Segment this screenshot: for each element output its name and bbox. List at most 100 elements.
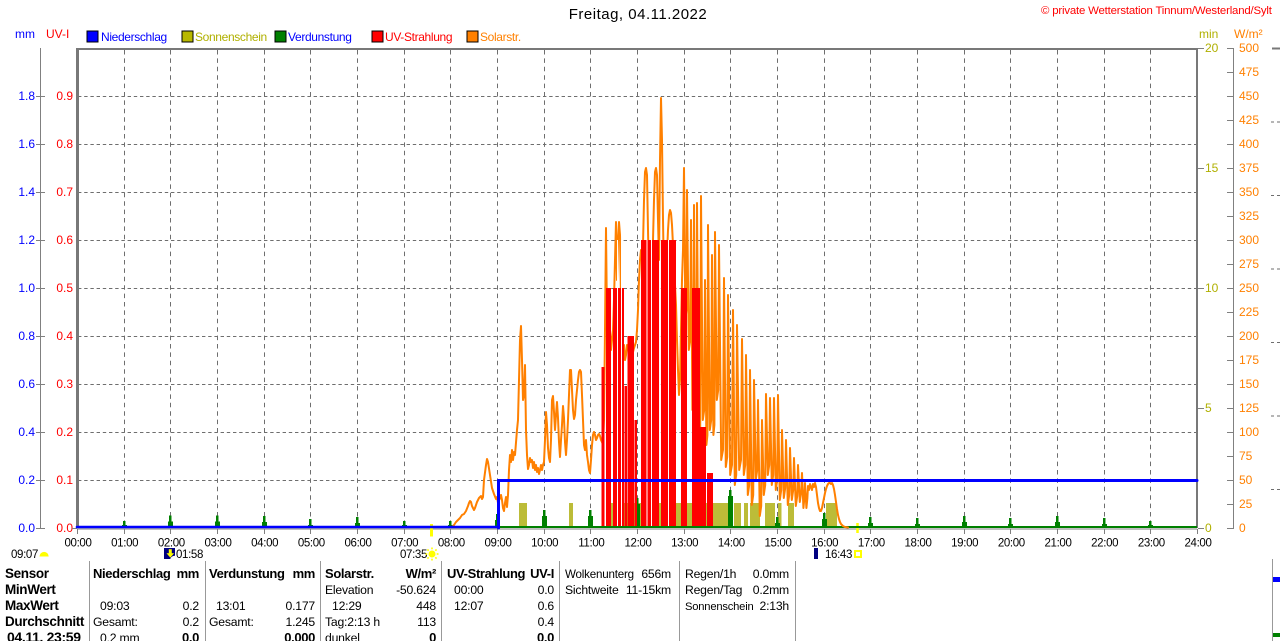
svg-text:0: 0 bbox=[1205, 521, 1212, 535]
svg-text:Verdunstung: Verdunstung bbox=[288, 30, 352, 44]
svg-text:Sichtweite: Sichtweite bbox=[565, 583, 619, 597]
svg-text:Verdunstung: Verdunstung bbox=[209, 566, 285, 581]
svg-text:0.6: 0.6 bbox=[56, 233, 73, 247]
svg-text:0.177: 0.177 bbox=[286, 599, 316, 613]
svg-text:06:00: 06:00 bbox=[344, 538, 371, 550]
svg-text:15:00: 15:00 bbox=[764, 538, 791, 550]
svg-text:17:00: 17:00 bbox=[858, 538, 885, 550]
svg-text:16:00: 16:00 bbox=[811, 538, 838, 550]
svg-text:0.8: 0.8 bbox=[18, 329, 35, 343]
svg-text:Durchschnitt: Durchschnitt bbox=[5, 614, 85, 629]
svg-text:mm: mm bbox=[15, 27, 35, 41]
svg-text:25: 25 bbox=[1239, 497, 1253, 511]
svg-text:W/m²: W/m² bbox=[1234, 27, 1263, 41]
svg-text:10: 10 bbox=[1205, 281, 1219, 295]
svg-text:0.7: 0.7 bbox=[56, 185, 73, 199]
svg-text:0.9: 0.9 bbox=[56, 89, 73, 103]
svg-text:09:00: 09:00 bbox=[484, 538, 511, 550]
svg-text:13:00: 13:00 bbox=[671, 538, 698, 550]
svg-text:1.0: 1.0 bbox=[18, 281, 35, 295]
svg-text:50: 50 bbox=[1239, 473, 1253, 487]
svg-text:200: 200 bbox=[1239, 329, 1259, 343]
svg-text:656m: 656m bbox=[641, 567, 671, 581]
svg-text:250: 250 bbox=[1239, 281, 1259, 295]
svg-text:07:35: 07:35 bbox=[400, 549, 427, 561]
svg-text:09:07: 09:07 bbox=[11, 549, 38, 561]
svg-text:0.000: 0.000 bbox=[284, 630, 315, 641]
svg-text:0.2: 0.2 bbox=[18, 473, 35, 487]
svg-text:12:07: 12:07 bbox=[454, 599, 484, 613]
svg-text:0: 0 bbox=[1239, 521, 1246, 535]
svg-text:W/m²: W/m² bbox=[406, 566, 437, 581]
svg-text:325: 325 bbox=[1239, 209, 1259, 223]
svg-text:Tag:2:13 h: Tag:2:13 h bbox=[325, 615, 380, 629]
svg-text:0.0: 0.0 bbox=[182, 630, 199, 641]
svg-text:Wolkenunterg: Wolkenunterg bbox=[565, 568, 634, 581]
svg-text:09:03: 09:03 bbox=[100, 599, 130, 613]
svg-text:0.4: 0.4 bbox=[56, 329, 73, 343]
svg-text:Niederschlag: Niederschlag bbox=[93, 566, 171, 581]
svg-text:75: 75 bbox=[1239, 449, 1253, 463]
svg-text:MaxWert: MaxWert bbox=[5, 598, 59, 613]
svg-text:Gesamt:: Gesamt: bbox=[209, 615, 254, 629]
svg-text:00:00: 00:00 bbox=[64, 538, 91, 550]
svg-text:min: min bbox=[1199, 27, 1218, 41]
svg-text:0.2: 0.2 bbox=[183, 599, 200, 613]
svg-text:0.2: 0.2 bbox=[183, 615, 200, 629]
svg-text:16:43: 16:43 bbox=[825, 549, 852, 561]
svg-text:448: 448 bbox=[416, 599, 436, 613]
svg-text:22:00: 22:00 bbox=[1091, 538, 1118, 550]
svg-text:450: 450 bbox=[1239, 89, 1259, 103]
svg-text:0: 0 bbox=[429, 630, 436, 641]
svg-text:5: 5 bbox=[1205, 401, 1212, 415]
svg-text:mm: mm bbox=[177, 566, 199, 581]
svg-text:0.0: 0.0 bbox=[537, 630, 554, 641]
svg-text:0.1: 0.1 bbox=[56, 473, 73, 487]
svg-text:1.4: 1.4 bbox=[18, 185, 35, 199]
svg-text:05:00: 05:00 bbox=[298, 538, 325, 550]
svg-text:20: 20 bbox=[1205, 41, 1219, 55]
svg-text:Solarstr.: Solarstr. bbox=[480, 30, 521, 44]
svg-text:01:58: 01:58 bbox=[176, 549, 203, 561]
svg-text:MinWert: MinWert bbox=[5, 582, 56, 597]
svg-text:0.0mm: 0.0mm bbox=[753, 567, 789, 581]
svg-text:275: 275 bbox=[1239, 257, 1259, 271]
svg-text:150: 150 bbox=[1239, 377, 1259, 391]
svg-text:0.4: 0.4 bbox=[18, 425, 35, 439]
svg-text:UV-Strahlung: UV-Strahlung bbox=[385, 30, 452, 44]
svg-text:0.6: 0.6 bbox=[18, 377, 35, 391]
svg-text:Sonnenschein: Sonnenschein bbox=[195, 30, 267, 44]
svg-text:Sensor: Sensor bbox=[5, 566, 50, 581]
svg-text:0.0: 0.0 bbox=[538, 583, 555, 597]
svg-text:21:00: 21:00 bbox=[1044, 538, 1071, 550]
svg-text:13:01: 13:01 bbox=[216, 599, 246, 613]
svg-text:UV-I: UV-I bbox=[530, 566, 554, 581]
svg-text:2:13h: 2:13h bbox=[760, 599, 790, 613]
svg-text:01:00: 01:00 bbox=[111, 538, 138, 550]
svg-text:0.2mm: 0.2mm bbox=[753, 583, 789, 597]
svg-text:07:00: 07:00 bbox=[391, 538, 418, 550]
svg-text:Elevation: Elevation bbox=[325, 583, 373, 597]
svg-text:12:00: 12:00 bbox=[624, 538, 651, 550]
svg-text:0.2: 0.2 bbox=[56, 425, 73, 439]
svg-text:© private Wetterstation Tinnum: © private Wetterstation Tinnum/Westerlan… bbox=[1041, 5, 1273, 17]
svg-text:04:00: 04:00 bbox=[251, 538, 278, 550]
svg-text:475: 475 bbox=[1239, 65, 1259, 79]
svg-text:08:00: 08:00 bbox=[438, 538, 465, 550]
svg-text:00:00: 00:00 bbox=[454, 583, 484, 597]
svg-text:113: 113 bbox=[417, 615, 436, 629]
svg-text:14:00: 14:00 bbox=[718, 538, 745, 550]
svg-text:0.4: 0.4 bbox=[538, 615, 555, 629]
svg-text:23:00: 23:00 bbox=[1138, 538, 1165, 550]
svg-text:1.8: 1.8 bbox=[18, 89, 35, 103]
svg-text:Regen/1h: Regen/1h bbox=[685, 567, 736, 581]
svg-text:1.245: 1.245 bbox=[286, 615, 316, 629]
svg-text:400: 400 bbox=[1239, 137, 1259, 151]
svg-text:Gesamt:: Gesamt: bbox=[93, 615, 138, 629]
svg-text:175: 175 bbox=[1239, 353, 1259, 367]
svg-text:02:00: 02:00 bbox=[158, 538, 185, 550]
svg-text:11:00: 11:00 bbox=[578, 538, 604, 550]
svg-text:Niederschlag: Niederschlag bbox=[101, 30, 167, 44]
svg-text:20:00: 20:00 bbox=[998, 538, 1025, 550]
svg-text:UV-I: UV-I bbox=[46, 27, 69, 41]
